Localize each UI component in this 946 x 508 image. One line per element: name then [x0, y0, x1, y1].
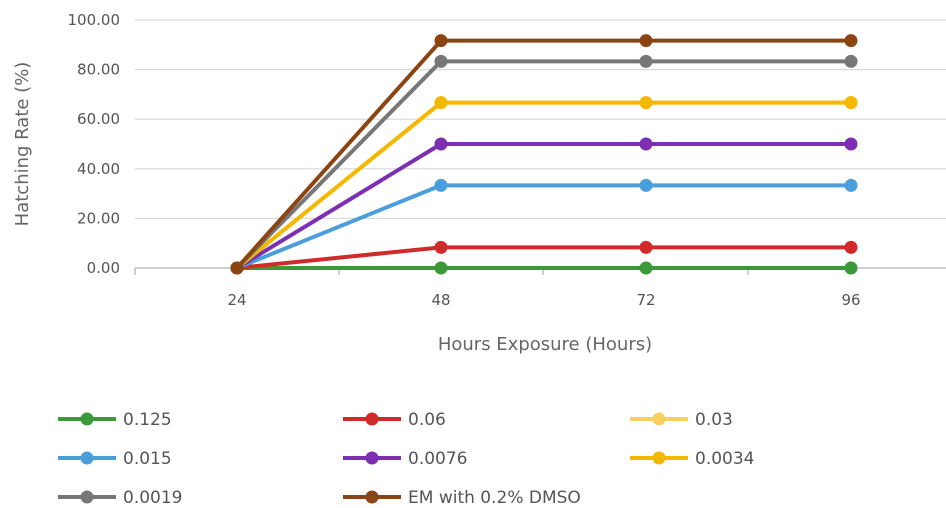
- legend-swatch-marker: [365, 490, 379, 504]
- data-point: [434, 261, 448, 275]
- y-tick-label: 0.00: [87, 259, 120, 277]
- data-point: [639, 137, 653, 151]
- y-tick-label: 40.00: [77, 160, 120, 178]
- y-tick-label: 80.00: [77, 61, 120, 79]
- data-point: [844, 137, 858, 151]
- legend-label: 0.06: [408, 410, 446, 430]
- data-point: [434, 178, 448, 192]
- series-group: [230, 34, 858, 275]
- gridlines: [135, 19, 946, 219]
- series-line: [236, 245, 851, 270]
- y-axis-ticks: 0.00 20.00 40.00 60.00 80.00 100.00: [68, 11, 121, 277]
- data-point: [434, 54, 448, 68]
- series-line: [235, 100, 851, 270]
- legend-label: 0.0034: [695, 449, 754, 469]
- legend-swatch-marker: [80, 490, 94, 504]
- data-point: [639, 240, 653, 254]
- data-point: [844, 178, 858, 192]
- data-point: [434, 96, 448, 110]
- data-point: [434, 240, 448, 254]
- data-point: [844, 261, 858, 275]
- legend-label: 0.0019: [123, 488, 182, 508]
- series-line: [236, 183, 851, 270]
- series-line: [235, 59, 851, 270]
- y-axis-title: Hatching Rate (%): [12, 62, 33, 227]
- x-axis-title: Hours Exposure (Hours): [438, 334, 652, 355]
- legend-swatch-marker: [652, 412, 666, 426]
- legend-swatch-marker: [365, 412, 379, 426]
- data-point: [230, 261, 244, 275]
- x-tick-label: 48: [431, 291, 450, 309]
- data-point: [844, 34, 858, 48]
- y-tick-label: 100.00: [68, 11, 121, 29]
- y-tick-label: 60.00: [77, 110, 120, 128]
- legend: 0.125 0.06 0.03 0.015 0.0076 0.0034 0.0019 EM w…: [58, 410, 754, 508]
- data-point: [844, 96, 858, 110]
- data-point: [639, 96, 653, 110]
- legend-swatch-marker: [80, 412, 94, 426]
- legend-label: EM with 0.2% DMSO: [408, 488, 581, 508]
- data-point: [844, 54, 858, 68]
- data-point: [639, 261, 653, 275]
- series-line: [235, 142, 851, 270]
- x-tick-label: 24: [227, 291, 246, 309]
- data-point: [434, 137, 448, 151]
- series-line: [235, 38, 851, 270]
- x-tick-label: 96: [841, 291, 860, 309]
- legend-label: 0.015: [123, 449, 172, 469]
- data-point: [844, 240, 858, 254]
- y-tick-label: 20.00: [77, 209, 120, 227]
- x-tick-label: 72: [636, 291, 655, 309]
- legend-swatch-marker: [365, 451, 379, 465]
- legend-label: 0.125: [123, 410, 172, 430]
- legend-label: 0.0076: [408, 449, 467, 469]
- legend-swatch-marker: [80, 451, 94, 465]
- data-point: [639, 178, 653, 192]
- data-point: [639, 54, 653, 68]
- x-axis: 24 48 72 96: [134, 267, 946, 309]
- legend-label: 0.03: [695, 410, 733, 430]
- data-point: [434, 34, 448, 48]
- data-point: [639, 34, 653, 48]
- legend-swatch-marker: [652, 451, 666, 465]
